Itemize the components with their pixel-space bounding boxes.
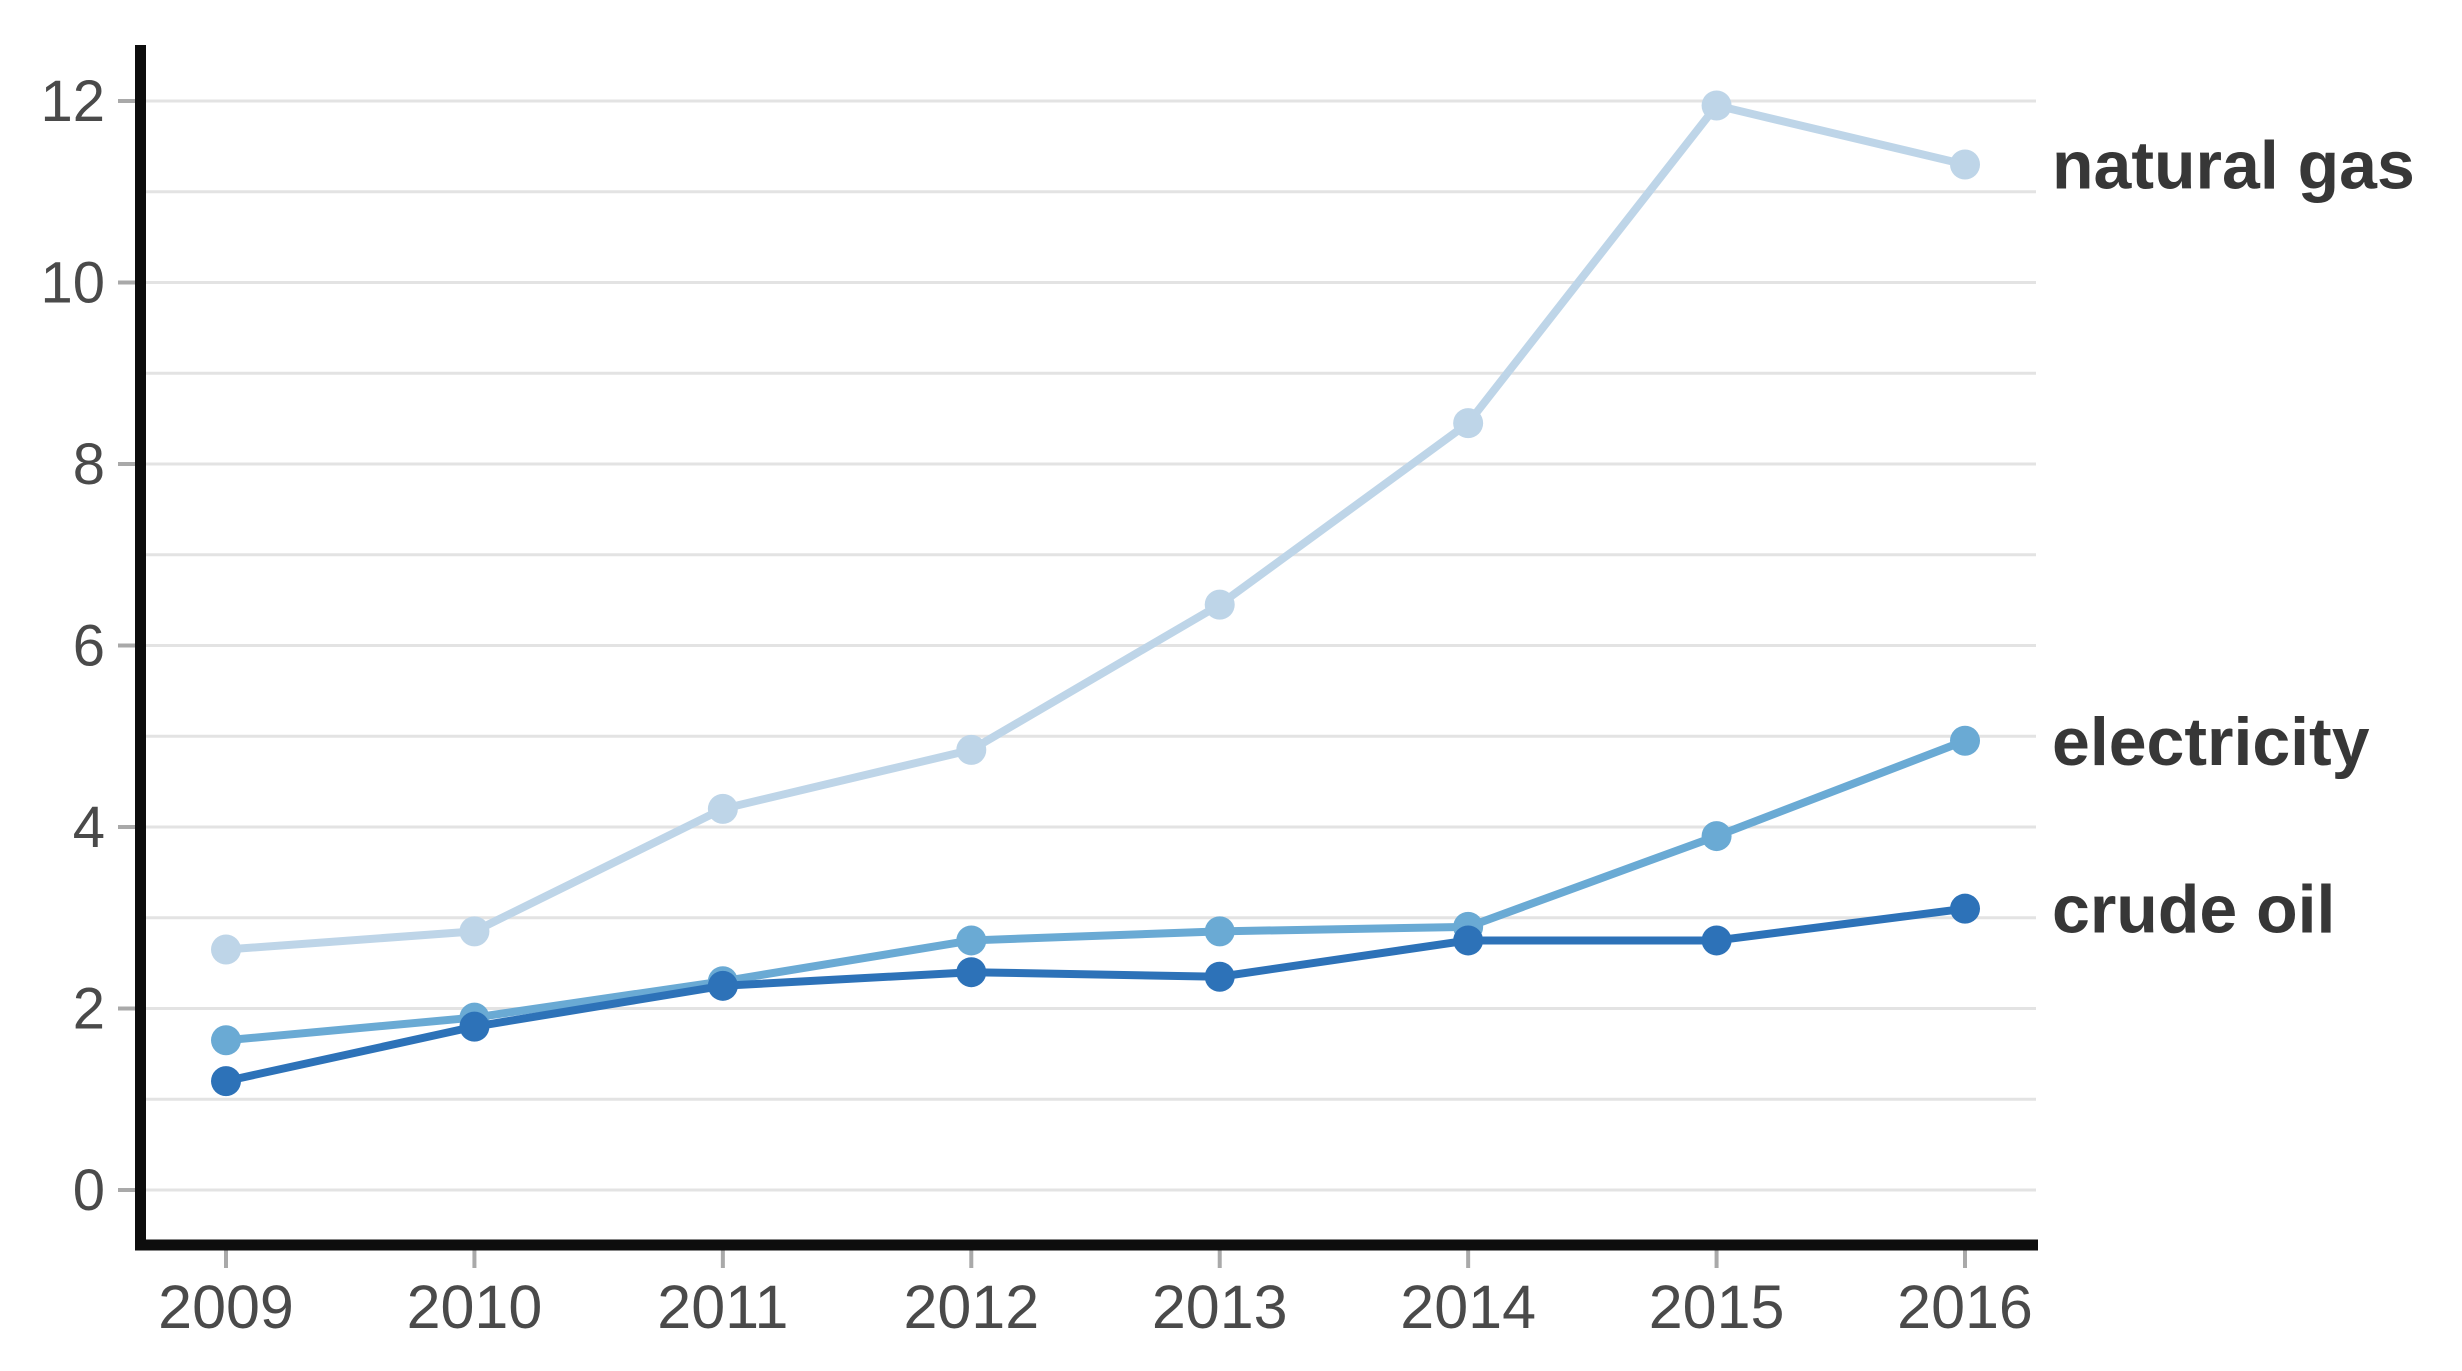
series-line-electricity <box>222 736 1970 1045</box>
series-label-crude-oil: crude oil <box>2052 872 2335 948</box>
data-point-electricity <box>956 925 987 956</box>
data-point-electricity <box>1950 725 1981 756</box>
series-label-natural-gas: natural gas <box>2052 128 2415 204</box>
x-tick-label: 2016 <box>1897 1273 2033 1341</box>
data-point-natural-gas <box>211 934 241 965</box>
data-point-electricity <box>211 1025 241 1056</box>
data-point-natural-gas <box>707 793 738 824</box>
series-end-labels-layer: natural gas electricity crude oil <box>2052 128 2415 948</box>
x-tick-labels-layer: 2009 2010 2011 2012 2013 2014 2015 2016 <box>158 1273 2033 1341</box>
data-point-natural-gas <box>956 734 987 765</box>
x-tick-label: 2015 <box>1649 1273 1785 1341</box>
data-point-natural-gas <box>1950 149 1981 180</box>
data-point-natural-gas <box>459 916 490 947</box>
y-tick-label: 6 <box>73 614 105 679</box>
data-point-crude-oil <box>1701 925 1732 956</box>
tick-marks-layer <box>118 99 1968 1268</box>
x-tick-label: 2009 <box>158 1273 294 1341</box>
data-point-crude-oil <box>956 957 987 988</box>
data-point-electricity <box>1204 916 1235 947</box>
data-point-crude-oil <box>211 1066 241 1097</box>
data-point-crude-oil <box>459 1011 490 1042</box>
x-tick-label: 2013 <box>1152 1273 1288 1341</box>
y-tick-label: 2 <box>73 977 105 1042</box>
data-point-crude-oil <box>1453 925 1484 956</box>
y-tick-label: 0 <box>73 1158 105 1223</box>
data-point-natural-gas <box>1701 90 1732 121</box>
x-tick-label: 2010 <box>407 1273 543 1341</box>
x-tick-label: 2014 <box>1400 1273 1536 1341</box>
series-line-natural-gas <box>222 101 1970 954</box>
gridlines-layer <box>145 99 2036 1192</box>
y-tick-label: 12 <box>40 69 105 134</box>
data-point-electricity <box>1701 821 1732 852</box>
series-line-crude-oil <box>222 904 1970 1086</box>
data-point-crude-oil <box>1204 961 1235 992</box>
y-tick-labels-layer: 0 2 4 6 8 10 12 <box>40 69 105 1223</box>
y-tick-label: 8 <box>73 432 105 497</box>
data-point-crude-oil <box>1950 893 1981 924</box>
x-tick-label: 2011 <box>657 1273 788 1341</box>
series-label-electricity: electricity <box>2052 704 2370 780</box>
series-layer <box>211 90 1981 1097</box>
data-point-crude-oil <box>707 970 738 1001</box>
axes-layer <box>135 45 2038 1251</box>
x-tick-label: 2012 <box>903 1273 1039 1341</box>
data-point-natural-gas <box>1453 408 1484 439</box>
y-tick-label: 10 <box>40 251 105 316</box>
y-tick-label: 4 <box>73 795 105 860</box>
data-point-natural-gas <box>1204 589 1235 620</box>
